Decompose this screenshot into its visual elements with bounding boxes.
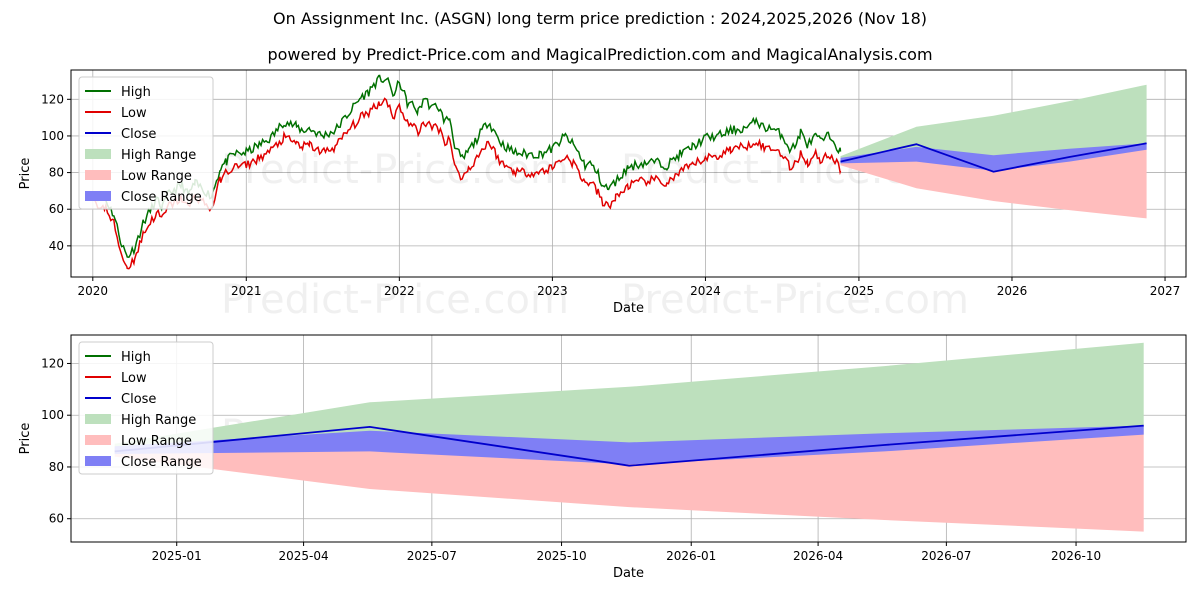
high-range-band bbox=[114, 342, 1144, 454]
legend-label: High Range bbox=[121, 148, 196, 163]
close-range-band bbox=[114, 425, 1144, 465]
watermark-text: Predict-Price.com bbox=[221, 147, 569, 193]
x-tick-label: 2025-04 bbox=[279, 549, 329, 563]
y-tick-label: 100 bbox=[41, 129, 64, 143]
x-tick-label: 2024 bbox=[690, 284, 721, 298]
legend-label: High Range bbox=[121, 413, 196, 428]
legend-box bbox=[78, 76, 214, 210]
legend-box bbox=[78, 341, 214, 475]
close-range-band bbox=[840, 143, 1147, 171]
legend-label: Close bbox=[121, 127, 156, 142]
close-series-line bbox=[114, 424, 1144, 467]
chart-subtitle: powered by Predict-Price.com and Magical… bbox=[267, 45, 933, 64]
legend-swatch bbox=[85, 456, 111, 466]
x-tick-label: 2022 bbox=[384, 284, 415, 298]
panel-0: Predict-Price.com Predict-Price.com Predic… bbox=[18, 69, 1187, 323]
y-tick-label: 100 bbox=[41, 408, 64, 422]
y-tick-label: 60 bbox=[49, 512, 64, 526]
y-tick-label: 40 bbox=[49, 239, 64, 253]
legend-swatch bbox=[85, 435, 111, 445]
legend-swatch bbox=[85, 170, 111, 180]
x-axis-label: Date bbox=[613, 301, 644, 316]
legend-swatch bbox=[85, 414, 111, 424]
plot-frame bbox=[70, 69, 1187, 278]
low-range-band bbox=[114, 430, 1144, 532]
plot-frame bbox=[70, 334, 1187, 543]
y-tick-label: 80 bbox=[49, 166, 64, 180]
x-tick-label: 2025-10 bbox=[536, 549, 586, 563]
panel-1: Predict-Price.comPredict-Price.com608010… bbox=[18, 334, 1187, 581]
high-series-line bbox=[92, 74, 842, 259]
x-axis-label: Date bbox=[613, 566, 644, 581]
x-tick-label: 2026 bbox=[997, 284, 1028, 298]
x-tick-label: 2026-10 bbox=[1051, 549, 1101, 563]
legend-label: Low Range bbox=[121, 169, 192, 184]
low-range-band bbox=[840, 146, 1147, 219]
legend: High Low Close High Range Low Range Close Ran… bbox=[78, 341, 214, 475]
y-axis-label: Price bbox=[18, 158, 33, 190]
x-tick-label: 2020 bbox=[78, 284, 109, 298]
x-tick-label: 2026-07 bbox=[921, 549, 971, 563]
legend-label: High bbox=[121, 350, 151, 365]
y-tick-label: 80 bbox=[49, 460, 64, 474]
x-tick-label: 2025-01 bbox=[152, 549, 202, 563]
low-series-line bbox=[92, 97, 842, 270]
legend-label: Close Range bbox=[121, 190, 202, 205]
legend-label: Close bbox=[121, 392, 156, 407]
legend-label: Low bbox=[121, 371, 147, 386]
x-tick-label: 2025-07 bbox=[407, 549, 457, 563]
chart-title: On Assignment Inc. (ASGN) long term pric… bbox=[273, 9, 927, 28]
legend-label: Low bbox=[121, 106, 147, 121]
legend: High Low Close High Range Low Range Close Ran… bbox=[78, 76, 214, 210]
high-range-band bbox=[840, 84, 1147, 163]
y-tick-label: 120 bbox=[41, 92, 64, 106]
legend-label: Close Range bbox=[121, 455, 202, 470]
legend-label: High bbox=[121, 85, 151, 100]
y-tick-label: 60 bbox=[49, 202, 64, 216]
x-tick-label: 2025 bbox=[844, 284, 875, 298]
legend-swatch bbox=[85, 191, 111, 201]
x-tick-label: 2026-01 bbox=[666, 549, 716, 563]
x-tick-label: 2026-04 bbox=[793, 549, 843, 563]
watermark-text: Predict-Price.com bbox=[621, 277, 969, 323]
x-tick-label: 2027 bbox=[1150, 284, 1181, 298]
x-tick-label: 2021 bbox=[231, 284, 262, 298]
y-tick-label: 120 bbox=[41, 356, 64, 370]
legend-swatch bbox=[85, 149, 111, 159]
close-series-line bbox=[840, 142, 1147, 173]
y-axis-label: Price bbox=[18, 423, 33, 455]
watermark-text: Predict-Price.com bbox=[221, 277, 569, 323]
x-tick-label: 2023 bbox=[537, 284, 568, 298]
legend-label: Low Range bbox=[121, 434, 192, 449]
